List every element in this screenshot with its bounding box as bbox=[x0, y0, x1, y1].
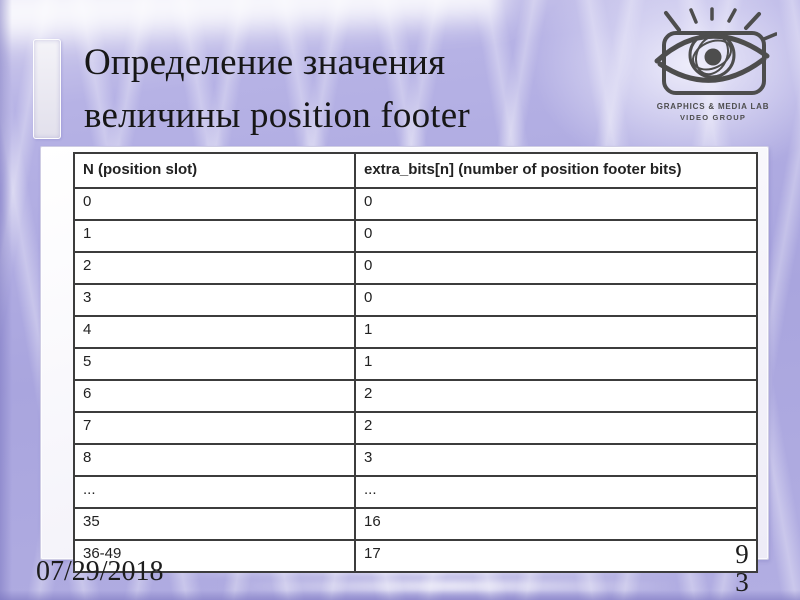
slide-edge-shade bbox=[0, 590, 800, 600]
slide-title: Определение значения величины position f… bbox=[84, 36, 684, 142]
table-cell: 35 bbox=[73, 507, 356, 541]
eye-logo-icon bbox=[654, 7, 777, 95]
table-cell: 4 bbox=[73, 315, 356, 349]
table-cell: 1 bbox=[354, 347, 758, 381]
table-cell: 3 bbox=[73, 283, 356, 317]
column-header: N (position slot) bbox=[73, 152, 356, 189]
table-header-row: N (position slot) extra_bits[n] (number o… bbox=[73, 152, 758, 189]
table-cell: 8 bbox=[73, 443, 356, 477]
table-cell: 16 bbox=[354, 507, 758, 541]
title-line-2: величины position footer bbox=[84, 95, 470, 136]
table-row: 36-49 17 bbox=[73, 539, 758, 573]
table-cell: 7 bbox=[73, 411, 356, 445]
table-cell: 0 bbox=[354, 283, 758, 317]
table-cell: 5 bbox=[73, 347, 356, 381]
logo-org-name: GRAPHICS & MEDIA LAB bbox=[656, 102, 770, 111]
table-cell: 6 bbox=[73, 379, 356, 413]
table-cell: 0 bbox=[73, 187, 356, 221]
table-cell: 0 bbox=[354, 187, 758, 221]
table-row: 35 16 bbox=[73, 507, 758, 541]
table-cell: 1 bbox=[73, 219, 356, 253]
title-line-1: Определение значения bbox=[84, 42, 446, 83]
table-row: ...... bbox=[73, 475, 758, 509]
table-cell: 0 bbox=[354, 219, 758, 253]
table-body: 0 0 1 0 2 0 3 0 4 1 5 1 6 2 7 2 8 3...... 35 16 36-49 17 bbox=[73, 187, 758, 573]
table-cell: 3 bbox=[354, 443, 758, 477]
background-streak bbox=[220, 580, 680, 592]
position-footer-table: N (position slot) extra_bits[n] (number o… bbox=[73, 152, 758, 573]
table-cell: 0 bbox=[354, 251, 758, 285]
table-cell: 17 bbox=[354, 539, 758, 573]
column-header: extra_bits[n] (number of position footer… bbox=[354, 152, 758, 189]
title-accent-bar bbox=[33, 39, 61, 139]
table-cell: 2 bbox=[73, 251, 356, 285]
table-cell: 2 bbox=[354, 379, 758, 413]
table-cell: 2 bbox=[354, 411, 758, 445]
table-cell: 1 bbox=[354, 315, 758, 349]
page-number: 93 bbox=[735, 539, 749, 597]
slide-edge-shade bbox=[0, 0, 12, 600]
table-cell: ... bbox=[73, 475, 356, 509]
gml-logo: GRAPHICS & MEDIA LAB VIDEO GROUP bbox=[648, 6, 778, 122]
logo-group-name: VIDEO GROUP bbox=[679, 113, 747, 122]
table-cell: ... bbox=[354, 475, 758, 509]
table-cell: 36-49 bbox=[73, 539, 356, 573]
slide-date: 07/29/2018 bbox=[36, 556, 164, 587]
